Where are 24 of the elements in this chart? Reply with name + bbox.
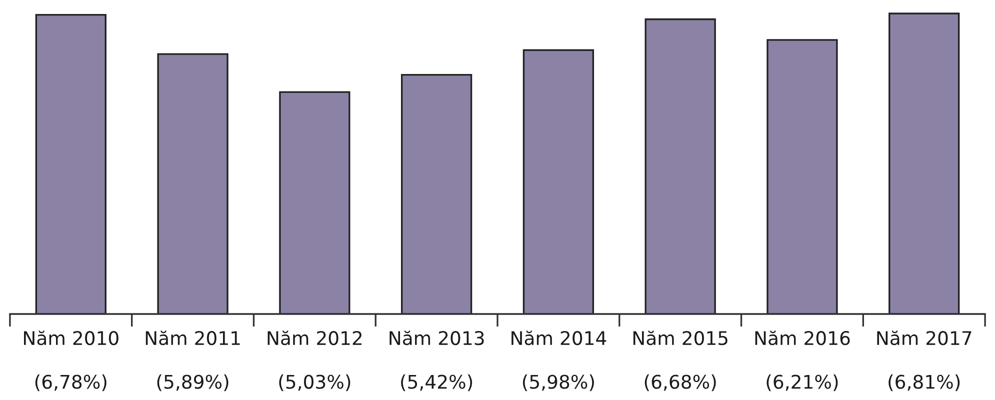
bar [766,39,838,314]
x-tick-label: Năm 2017 [877,330,972,346]
x-tick-label: Năm 2014 [512,330,606,346]
data-label: (6,21%) [766,374,838,392]
data-label: (5,89%) [157,374,228,392]
data-label: (5,98%) [522,374,594,392]
bar [279,91,350,314]
x-tick-label: Năm 2016 [755,330,850,346]
bar [644,18,716,314]
bar [157,53,228,314]
x-tick-label: Năm 2012 [268,330,362,346]
bar [522,49,594,314]
bar [400,74,472,314]
bar [35,14,106,314]
data-label: (6,68%) [644,374,716,392]
x-tick-label: Năm 2010 [24,330,118,346]
data-label: (5,42%) [401,374,472,392]
data-label: (6,78%) [35,374,106,392]
data-label: (6,81%) [888,374,960,392]
bar [888,12,960,314]
x-tick-label: Năm 2011 [146,330,240,346]
x-tick-label: Năm 2015 [633,330,728,346]
x-tick-label: Năm 2013 [390,330,484,346]
data-label: (5,03%) [279,374,350,392]
